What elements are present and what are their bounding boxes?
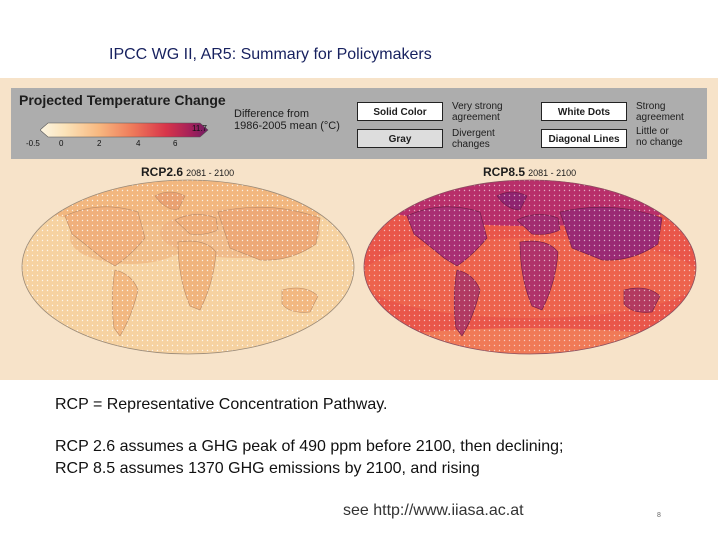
- rcp26-description: RCP 2.6 assumes a GHG peak of 490 ppm be…: [55, 438, 564, 455]
- colorbar: [40, 122, 209, 138]
- map-right-label: RCP8.5 2081 - 2100: [483, 165, 577, 179]
- gray-key: Gray: [357, 129, 443, 148]
- white-dots-desc: Strong agreement: [636, 101, 684, 123]
- map-rcp26: [21, 179, 355, 355]
- white-dots-key: White Dots: [541, 102, 627, 121]
- map-left-label: RCP2.6 2081 - 2100: [141, 165, 235, 179]
- map-rcp85: [363, 179, 697, 355]
- gray-desc: Divergent changes: [452, 128, 495, 150]
- difference-label: Difference from 1986-2005 mean (°C): [234, 108, 340, 132]
- colorbar-tick: 0: [59, 139, 64, 148]
- diagonal-lines-key: Diagonal Lines: [541, 129, 627, 148]
- colorbar-tick: 6: [173, 139, 178, 148]
- slide-title: IPCC WG II, AR5: Summary for Policymaker…: [109, 46, 432, 63]
- colorbar-tick: 2: [97, 139, 102, 148]
- colorbar-tick: -0.5: [26, 139, 40, 148]
- legend-title: Projected Temperature Change: [19, 92, 226, 108]
- iiasa-link[interactable]: see http://www.iiasa.ac.at: [343, 502, 524, 519]
- solid-color-key: Solid Color: [357, 102, 443, 121]
- solid-color-desc: Very strong agreement: [452, 101, 503, 123]
- page-number: 8: [657, 512, 661, 519]
- colorbar-tick: 11.7: [192, 124, 207, 133]
- rcp85-description: RCP 8.5 assumes 1370 GHG emissions by 21…: [55, 460, 480, 477]
- rcp-definition: RCP = Representative Concentration Pathw…: [55, 396, 388, 413]
- colorbar-tick: 4: [136, 139, 141, 148]
- diagonal-lines-desc: Little or no change: [636, 126, 683, 148]
